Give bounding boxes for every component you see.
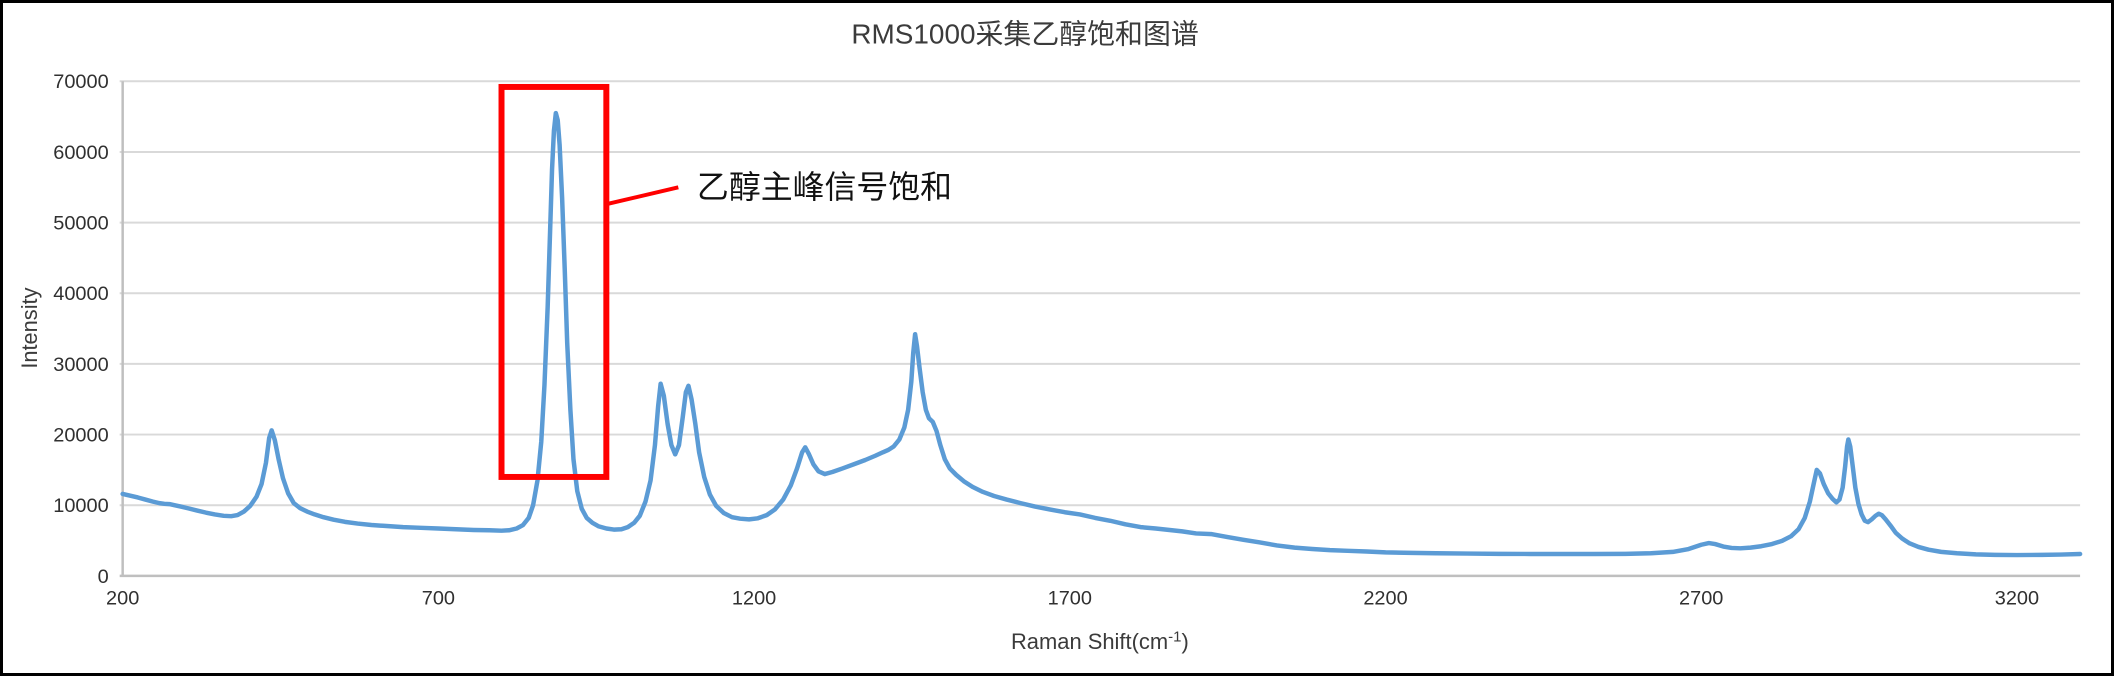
y-tick-label: 50000 bbox=[53, 213, 108, 235]
y-tick-label: 20000 bbox=[53, 425, 108, 447]
saturation-highlight-box bbox=[498, 83, 610, 480]
x-tick-label: 1200 bbox=[732, 588, 776, 610]
callout-leader-line bbox=[605, 185, 679, 207]
y-tick-labels: 0 10000 20000 30000 40000 50000 60000 70000 bbox=[53, 71, 108, 588]
x-tick-label: 3200 bbox=[1995, 588, 2039, 610]
y-tick-label: 10000 bbox=[53, 495, 108, 517]
raman-spectrum-chart: 0 10000 20000 30000 40000 50000 60000 70000 200… bbox=[17, 19, 2083, 654]
x-axis-title: Raman Shift(cm-1) bbox=[1011, 629, 1189, 654]
chart-title: RMS1000采集乙醇饱和图谱 bbox=[851, 19, 1198, 50]
x-axis-title-suffix: ) bbox=[1181, 629, 1188, 654]
y-tick-label: 30000 bbox=[53, 354, 108, 376]
x-tick-label: 2200 bbox=[1363, 588, 1407, 610]
x-axis-title-superscript: -1 bbox=[1168, 629, 1181, 645]
x-tick-label: 700 bbox=[422, 588, 455, 610]
x-tick-label: 1700 bbox=[1048, 588, 1092, 610]
x-tick-label: 2700 bbox=[1679, 588, 1723, 610]
gridlines bbox=[119, 80, 2081, 507]
x-tick-label: 200 bbox=[106, 588, 139, 610]
y-tick-label: 70000 bbox=[53, 71, 108, 93]
y-tick-label: 40000 bbox=[53, 283, 108, 305]
x-axis-title-base: Raman Shift(cm bbox=[1011, 629, 1168, 654]
y-axis-title: Intensity bbox=[17, 287, 42, 368]
callout-text: 乙醇主峰信号饱和 bbox=[697, 169, 952, 205]
spectrum-line bbox=[120, 110, 2083, 558]
y-tick-label: 0 bbox=[98, 566, 109, 588]
y-tick-label: 60000 bbox=[53, 142, 108, 164]
x-tick-labels: 200 700 1200 1700 2200 2700 3200 bbox=[106, 588, 2039, 610]
